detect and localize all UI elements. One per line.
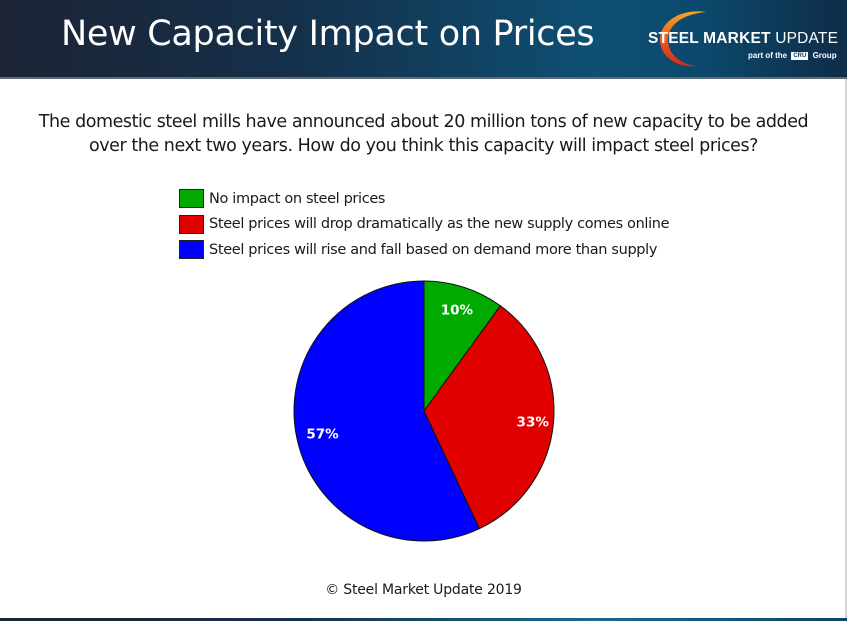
legend-swatch-rise-fall [179,240,204,260]
slide-bottom-bar [0,618,847,621]
pie-slice-rise-fall [293,280,481,542]
legend-swatch-drop [179,214,204,234]
legend-label: Steel prices will drop dramatically as t… [209,216,670,233]
pie-slice-drop [423,305,555,530]
header-banner: New Capacity Impact on Prices STEEL MARK… [0,0,847,79]
page-title: New Capacity Impact on Prices [61,14,595,54]
copyright-footer: © Steel Market Update 2019 [325,582,522,598]
logo-tagline-prefix: part of the [748,51,788,60]
pie-label-no-impact: 10% [441,303,474,319]
logo-brand-bold: STEEL MARKET [648,30,771,47]
pie-label-drop: 33% [517,414,550,430]
cru-badge: CRU [791,52,809,60]
steel-market-update-logo[interactable]: STEEL MARKET UPDATE part of the CRU Grou… [640,6,845,72]
chart-legend: No impact on steel prices Steel prices w… [179,186,670,263]
logo-tagline-suffix: Group [812,51,837,60]
legend-swatch-no-impact [179,189,204,209]
survey-question: The domestic steel mills have announced … [38,112,809,156]
legend-item: Steel prices will rise and fall based on… [179,237,669,263]
pie-chart: 10% 33% 57% [293,280,555,542]
slide-right-border [845,79,847,621]
legend-item: No impact on steel prices [179,186,669,212]
logo-tagline: part of the CRU Group [748,51,837,60]
pie-label-rise-fall: 57% [306,427,339,443]
logo-swoosh-icon [659,11,706,67]
pie-slice-no-impact [423,280,502,413]
legend-label: Steel prices will rise and fall based on… [209,241,658,258]
logo-wordmark: STEEL MARKET UPDATE [648,30,838,48]
logo-brand-light: UPDATE [775,30,839,47]
legend-item: Steel prices will drop dramatically as t… [179,212,670,238]
legend-label: No impact on steel prices [209,190,386,207]
